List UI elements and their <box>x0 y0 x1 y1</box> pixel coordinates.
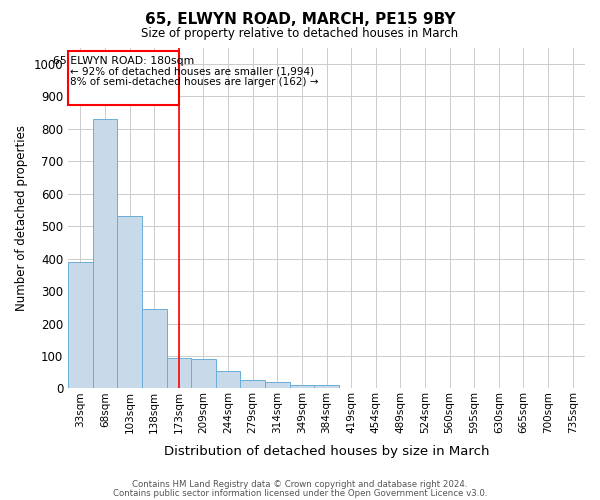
Bar <box>167 358 191 388</box>
Text: Size of property relative to detached houses in March: Size of property relative to detached ho… <box>142 28 458 40</box>
Bar <box>265 382 290 388</box>
Text: 65 ELWYN ROAD: 180sqm: 65 ELWYN ROAD: 180sqm <box>53 56 194 66</box>
Bar <box>314 385 339 388</box>
Bar <box>142 309 167 388</box>
X-axis label: Distribution of detached houses by size in March: Distribution of detached houses by size … <box>164 444 489 458</box>
Bar <box>216 370 241 388</box>
Bar <box>117 216 142 388</box>
Text: 8% of semi-detached houses are larger (162) →: 8% of semi-detached houses are larger (1… <box>70 78 319 88</box>
Text: 65, ELWYN ROAD, MARCH, PE15 9BY: 65, ELWYN ROAD, MARCH, PE15 9BY <box>145 12 455 28</box>
Y-axis label: Number of detached properties: Number of detached properties <box>15 125 28 311</box>
Bar <box>68 262 92 388</box>
Bar <box>191 360 216 388</box>
Bar <box>290 385 314 388</box>
Text: ← 92% of detached houses are smaller (1,994): ← 92% of detached houses are smaller (1,… <box>70 67 314 77</box>
Bar <box>241 380 265 388</box>
Text: Contains public sector information licensed under the Open Government Licence v3: Contains public sector information licen… <box>113 488 487 498</box>
FancyBboxPatch shape <box>68 50 179 106</box>
Bar <box>92 119 117 388</box>
Text: Contains HM Land Registry data © Crown copyright and database right 2024.: Contains HM Land Registry data © Crown c… <box>132 480 468 489</box>
